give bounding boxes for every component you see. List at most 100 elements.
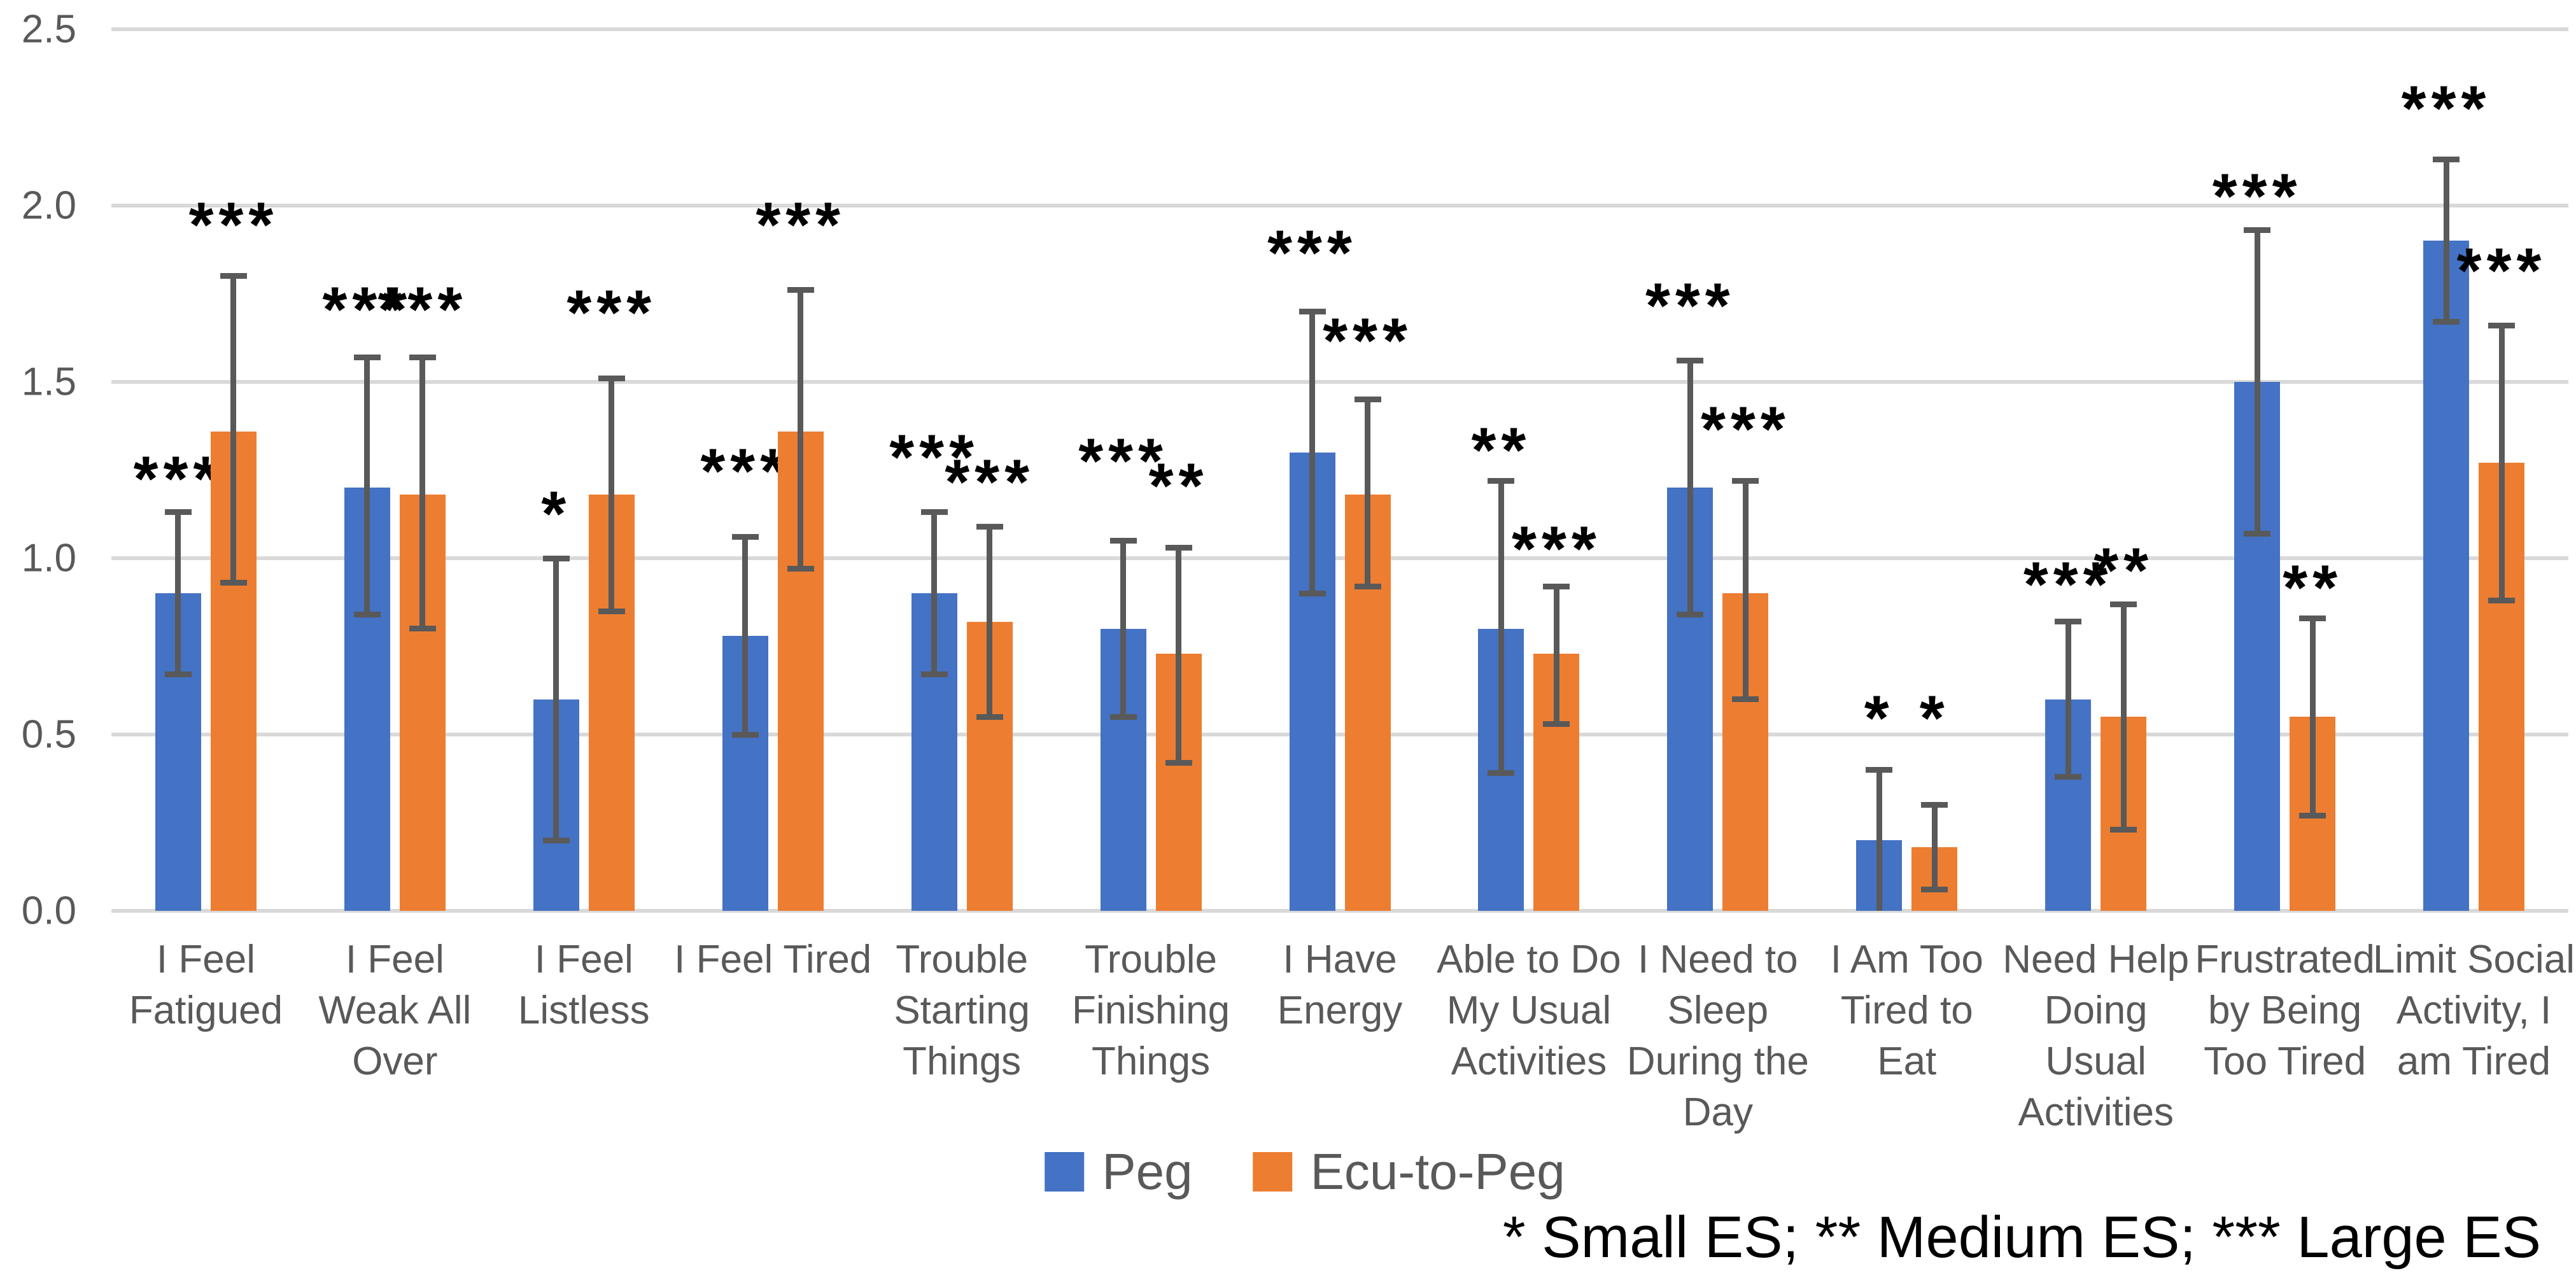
category-label-7: I Have Energy	[1246, 934, 1435, 1036]
category-label-line: Doing	[2044, 988, 2148, 1032]
category-label-line: Activities	[2018, 1090, 2174, 1134]
error-cap-top-peg-4	[731, 534, 759, 540]
gridline-1.0	[111, 556, 2568, 560]
legend-item-peg: Peg	[1045, 1143, 1193, 1201]
error-cap-bottom-peg-6	[1109, 714, 1137, 720]
significance-peg-6: ***	[1078, 425, 1168, 497]
category-label-8: Able to Do My Usual Activities	[1434, 934, 1623, 1087]
category-label-line: Trouble	[896, 938, 1029, 981]
error-bar-peg-7	[1309, 311, 1315, 594]
error-bar-peg-5	[931, 512, 938, 675]
error-bar-ecu-to-peg-13	[2498, 325, 2505, 601]
error-cap-top-ecu-to-peg-5	[976, 523, 1003, 530]
significance-ecu-to-peg-7: ***	[1323, 305, 1412, 377]
category-label-line: Activities	[1451, 1039, 1607, 1083]
gridline-2.5	[111, 27, 2568, 31]
y-tick-label-1.0: 1.0	[21, 536, 76, 580]
error-cap-bottom-peg-9	[1677, 612, 1704, 618]
error-bar-ecu-to-peg-9	[1742, 481, 1749, 700]
category-label-6: Trouble Finishing Things	[1057, 934, 1246, 1087]
error-cap-bottom-ecu-to-peg-13	[2488, 597, 2516, 603]
significance-ecu-to-peg-13: ***	[2456, 234, 2547, 306]
error-bar-ecu-to-peg-6	[1176, 547, 1182, 763]
category-label-line: Finishing	[1072, 988, 1230, 1032]
category-label-line: Things	[903, 1039, 1022, 1083]
error-cap-bottom-ecu-to-peg-7	[1354, 583, 1381, 589]
legend-label-peg: Peg	[1102, 1143, 1193, 1200]
error-bar-peg-1	[175, 512, 181, 675]
error-bar-ecu-to-peg-7	[1365, 399, 1370, 587]
category-label-line: I Need to	[1638, 938, 1798, 981]
error-bar-peg-2	[364, 357, 370, 615]
error-cap-top-ecu-to-peg-8	[1543, 583, 1570, 589]
category-label-line: I Feel	[156, 938, 255, 981]
error-bar-peg-10	[1876, 770, 1882, 911]
category-label-1: I Feel Fatigued	[111, 934, 300, 1036]
category-label-line: Able to Do	[1437, 938, 1621, 981]
category-label-line: I Am Too	[1830, 938, 1983, 981]
error-cap-bottom-peg-12	[2244, 530, 2271, 537]
y-tick-label-0.0: 0.0	[21, 889, 76, 933]
error-bar-ecu-to-peg-3	[609, 378, 615, 612]
category-label-line: am Tired	[2397, 1039, 2551, 1083]
significance-peg-2: ***	[322, 273, 412, 345]
category-label-line: Usual	[2045, 1039, 2146, 1083]
error-cap-top-peg-7	[1299, 308, 1326, 314]
category-label-11: Need Help Doing Usual Activities	[2001, 934, 2190, 1138]
category-label-line: Limit Social	[2373, 938, 2575, 981]
error-bar-ecu-to-peg-2	[419, 357, 426, 629]
significance-ecu-to-peg-10: *	[1919, 682, 1950, 754]
error-cap-top-ecu-to-peg-1	[220, 273, 247, 279]
error-cap-top-peg-11	[2055, 619, 2082, 625]
error-cap-bottom-ecu-to-peg-6	[1165, 759, 1192, 766]
significance-peg-8: **	[1471, 414, 1531, 486]
error-cap-top-ecu-to-peg-9	[1732, 477, 1759, 484]
error-cap-top-peg-6	[1109, 537, 1137, 544]
category-label-2: I Feel Weak All Over	[300, 934, 489, 1087]
error-cap-bottom-peg-1	[164, 672, 192, 678]
error-cap-bottom-ecu-to-peg-10	[1921, 887, 1948, 893]
significance-peg-10: *	[1864, 682, 1894, 754]
error-cap-top-peg-10	[1866, 766, 1893, 773]
error-cap-bottom-ecu-to-peg-3	[598, 608, 625, 614]
legend-label-ecu-to-peg: Ecu-to-Peg	[1310, 1143, 1565, 1200]
legend-swatch-ecu-to-peg	[1253, 1152, 1293, 1192]
category-label-12: Frustrated by Being Too Tired	[2190, 934, 2379, 1087]
error-bar-ecu-to-peg-5	[987, 526, 993, 717]
error-cap-top-peg-9	[1677, 358, 1704, 364]
significance-ecu-to-peg-8: ***	[1512, 513, 1601, 585]
error-cap-bottom-ecu-to-peg-8	[1543, 721, 1570, 727]
category-label-line: I Feel Tired	[674, 938, 872, 981]
error-cap-top-ecu-to-peg-6	[1165, 544, 1192, 551]
error-cap-bottom-ecu-to-peg-9	[1732, 696, 1759, 703]
error-cap-top-ecu-to-peg-13	[2488, 322, 2516, 328]
significance-ecu-to-peg-9: ***	[1700, 393, 1791, 465]
error-cap-bottom-peg-2	[353, 612, 381, 618]
category-label-line: My Usual	[1446, 988, 1612, 1032]
y-tick-label-0.5: 0.5	[21, 712, 76, 757]
category-label-line: Fatigued	[129, 988, 283, 1032]
error-cap-top-peg-2	[353, 354, 381, 360]
significance-ecu-to-peg-6: **	[1148, 449, 1209, 521]
category-label-line: by Being	[2207, 988, 2362, 1032]
error-bar-ecu-to-peg-4	[798, 290, 804, 569]
gridline-0.0	[111, 909, 2568, 913]
category-label-line: Things	[1092, 1039, 1211, 1083]
error-bar-peg-6	[1120, 540, 1127, 717]
category-label-4: I Feel Tired	[674, 934, 871, 985]
error-cap-bottom-ecu-to-peg-12	[2299, 812, 2326, 819]
error-bar-peg-4	[742, 537, 749, 735]
error-bar-ecu-to-peg-8	[1553, 586, 1559, 724]
error-bar-ecu-to-peg-1	[230, 276, 237, 583]
significance-peg-5: ***	[889, 421, 980, 493]
significance-ecu-to-peg-5: ***	[945, 446, 1035, 518]
category-label-line: I Have	[1283, 938, 1397, 981]
error-cap-top-ecu-to-peg-2	[409, 354, 436, 360]
category-label-line: Activity, I	[2396, 988, 2552, 1032]
y-tick-label-2.5: 2.5	[21, 7, 76, 52]
error-cap-top-peg-5	[920, 509, 948, 516]
error-cap-bottom-ecu-to-peg-5	[976, 714, 1003, 720]
y-tick-label-1.5: 1.5	[21, 360, 76, 404]
significance-ecu-to-peg-2: ***	[377, 273, 468, 345]
